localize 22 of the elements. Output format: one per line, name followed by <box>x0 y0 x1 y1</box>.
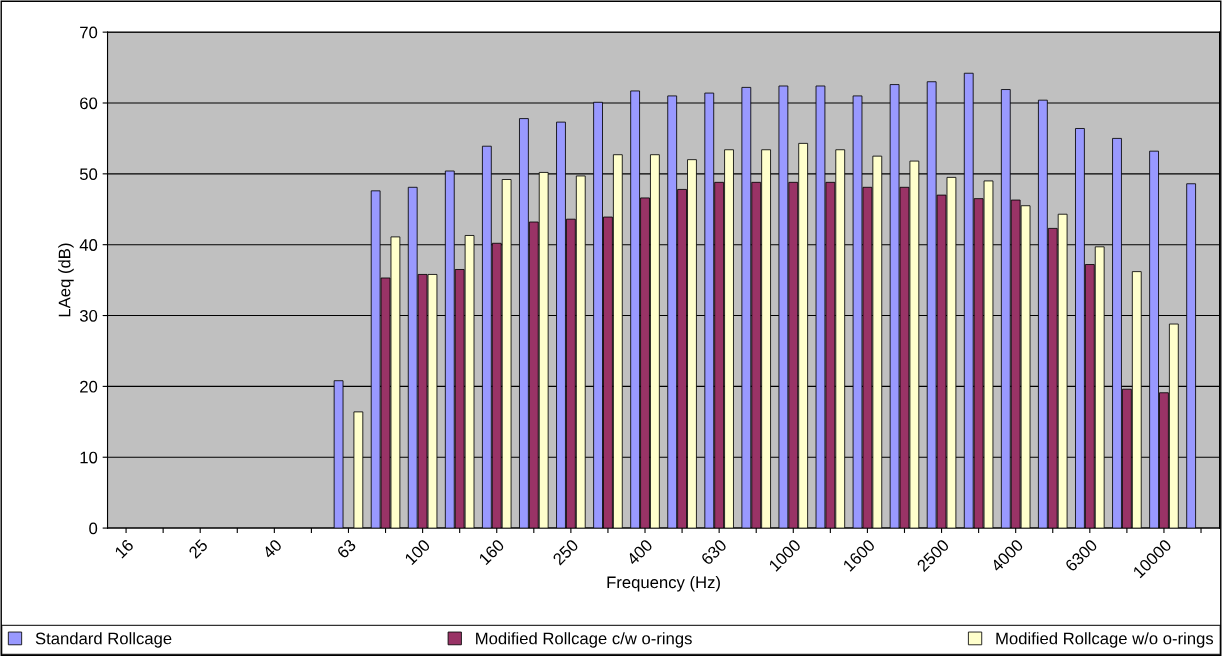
legend-label: Standard Rollcage <box>35 632 172 648</box>
y-axis-title: LAeq (dB) <box>58 243 74 317</box>
y-tick-label: 70 <box>80 26 98 39</box>
y-tick-label: 20 <box>80 380 98 393</box>
x-tick-label: 100 <box>404 538 431 566</box>
x-tick-label: 400 <box>625 538 654 566</box>
x-tick-label: 250 <box>552 538 580 566</box>
x-tick-label: 40 <box>261 538 283 560</box>
x-axis-title: Frequency (Hz) <box>607 576 720 592</box>
y-tick-label: 60 <box>80 97 98 110</box>
y-tick-label: 40 <box>79 239 98 251</box>
y-tick-label: 50 <box>79 168 98 181</box>
y-tick-label: 30 <box>79 309 98 322</box>
x-tick-label: 25 <box>188 538 209 559</box>
y-tick-label: 10 <box>80 451 98 464</box>
x-tick-label: 160 <box>478 538 505 566</box>
x-tick-label: 16 <box>114 538 135 559</box>
legend-label: Modified Rollcage c/w o-rings <box>476 632 692 648</box>
x-tick-label: 630 <box>700 538 728 566</box>
y-tick-label: 0 <box>89 522 98 535</box>
legend-label: Modified Rollcage w/o o-rings <box>996 632 1214 648</box>
x-tick-label: 63 <box>336 538 357 559</box>
